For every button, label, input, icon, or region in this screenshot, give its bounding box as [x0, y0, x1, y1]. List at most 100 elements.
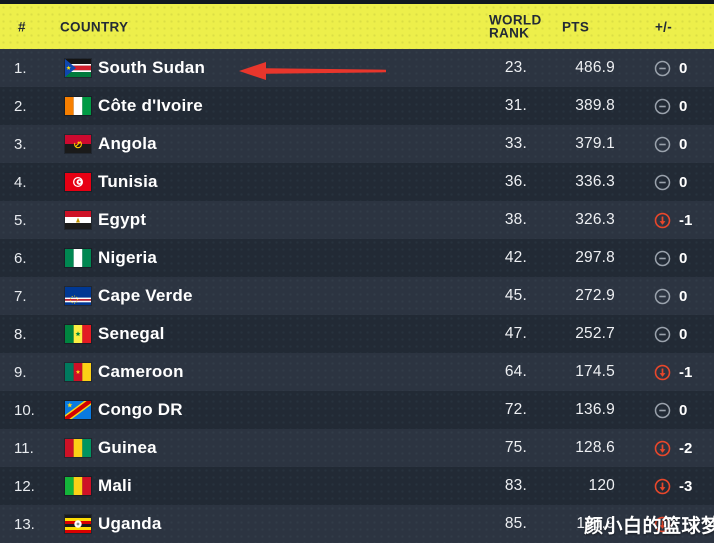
- country-name: Congo DR: [98, 400, 183, 419]
- rank-cell: 11.: [14, 439, 34, 457]
- change-value: 0: [679, 249, 688, 267]
- rank-same-circle-icon: [654, 136, 671, 153]
- change-cell: 0: [615, 288, 714, 305]
- watermark-text: 颜小白的篮球梦: [584, 516, 714, 537]
- flag-cote-divoire: [65, 97, 91, 115]
- flag-senegal: [65, 325, 91, 343]
- country-name: Guinea: [98, 438, 157, 457]
- country-cell: Egypt: [65, 210, 442, 230]
- pts-cell: 252.7: [575, 325, 615, 342]
- country-cell: Congo DR: [65, 400, 442, 420]
- table-row[interactable]: 1. South Sudan 23. 486.9 0: [0, 49, 714, 87]
- table-row[interactable]: 11. Guinea 75. 128.6 -2: [0, 429, 714, 467]
- table-row[interactable]: 7. Cape Verde 45. 272.9 0: [0, 277, 714, 315]
- rank-cell: 6.: [14, 249, 27, 267]
- table-row[interactable]: 6. Nigeria 42. 297.8 0: [0, 239, 714, 277]
- pts-cell: 128.6: [575, 439, 615, 456]
- country-cell: Tunisia: [65, 172, 442, 192]
- pts-cell: 326.3: [575, 211, 615, 228]
- rank-same-circle-icon: [654, 288, 671, 305]
- country-name: Uganda: [98, 514, 162, 533]
- table-row[interactable]: 13. Uganda 85. 118.9: [0, 505, 714, 543]
- pts-cell: 118.9: [576, 515, 615, 532]
- world-rank-cell: 64.: [504, 363, 527, 380]
- world-rank-cell: 31.: [504, 97, 527, 114]
- change-value: 0: [679, 97, 688, 115]
- column-header-world-rank: WORLD RANK: [489, 12, 542, 41]
- rank-same-circle-icon: [654, 326, 671, 343]
- change-value: 0: [679, 401, 688, 419]
- rank-cell: 4.: [14, 173, 27, 191]
- pts-cell: 389.8: [575, 97, 615, 114]
- country-name: Mali: [98, 476, 132, 495]
- rank-same-circle-icon: [654, 60, 671, 77]
- rank-same-circle-icon: [654, 250, 671, 267]
- world-rank-cell: 42.: [504, 249, 527, 266]
- table-row[interactable]: 5. Egypt 38. 326.3 -1: [0, 201, 714, 239]
- flag-congo-dr: [65, 401, 91, 419]
- rank-cell: 12.: [14, 477, 35, 495]
- world-rank-cell: 36.: [504, 173, 527, 190]
- table-row[interactable]: 3. Angola 33. 379.1 0: [0, 125, 714, 163]
- pts-cell: 174.5: [575, 363, 615, 380]
- table-row[interactable]: 9. Cameroon 64. 174.5 -1: [0, 353, 714, 391]
- pts-cell: 272.9: [575, 287, 615, 304]
- ranking-table-body: 1. South Sudan 23. 486.9 0 2. Côte d'Ivo…: [0, 49, 714, 543]
- rank-same-circle-icon: [654, 174, 671, 191]
- rank-cell: 7.: [14, 287, 27, 305]
- country-cell: South Sudan: [65, 58, 442, 78]
- table-row[interactable]: 8. Senegal 47. 252.7 0: [0, 315, 714, 353]
- country-cell: Guinea: [65, 438, 442, 458]
- country-cell: Côte d'Ivoire: [65, 96, 442, 116]
- country-cell: Senegal: [65, 324, 442, 344]
- country-name: Cameroon: [98, 362, 184, 381]
- country-name: South Sudan: [98, 58, 206, 77]
- country-name: Angola: [98, 134, 157, 153]
- change-cell: -2: [615, 440, 714, 457]
- rank-down-circle-icon: [654, 440, 671, 457]
- country-name: Senegal: [98, 324, 165, 343]
- rank-cell: 2.: [14, 97, 27, 115]
- world-rank-cell: 47.: [504, 325, 527, 342]
- country-cell: Cameroon: [65, 362, 442, 382]
- world-rank-cell: 72.: [504, 401, 527, 418]
- change-cell: 0: [615, 174, 714, 191]
- change-value: 0: [679, 325, 688, 343]
- change-value: 0: [679, 287, 688, 305]
- column-header-rank: #: [18, 18, 26, 34]
- rank-cell: 3.: [14, 135, 27, 153]
- flag-angola: [65, 135, 91, 153]
- table-row[interactable]: 10. Congo DR 72. 136.9 0: [0, 391, 714, 429]
- top-bar: [0, 0, 714, 4]
- rank-down-circle-icon: [654, 516, 671, 533]
- country-cell: Uganda: [65, 514, 442, 534]
- table-row[interactable]: 2. Côte d'Ivoire 31. 389.8 0: [0, 87, 714, 125]
- change-value: -2: [679, 439, 693, 457]
- change-cell: -1: [615, 212, 714, 229]
- flag-cameroon: [65, 363, 91, 381]
- country-name: Côte d'Ivoire: [98, 96, 203, 115]
- rank-cell: 5.: [14, 211, 27, 229]
- change-cell: -1: [615, 364, 714, 381]
- flag-south-sudan: [65, 59, 91, 77]
- rank-cell: 9.: [14, 363, 27, 381]
- table-row[interactable]: 12. Mali 83. 120 -3: [0, 467, 714, 505]
- change-value: -3: [679, 477, 693, 495]
- rank-cell: 10.: [14, 401, 35, 419]
- rank-down-circle-icon: [654, 212, 671, 229]
- change-cell: 0: [615, 98, 714, 115]
- change-value: 0: [679, 135, 688, 153]
- change-cell: 0: [615, 136, 714, 153]
- world-rank-cell: 75.: [504, 439, 527, 456]
- world-rank-cell: 45.: [504, 287, 527, 304]
- column-header-country: COUNTRY: [60, 18, 129, 34]
- world-rank-cell: 33.: [504, 135, 527, 152]
- world-rank-cell: 83.: [504, 477, 527, 494]
- table-row[interactable]: 4. Tunisia 36. 336.3 0: [0, 163, 714, 201]
- country-cell: Cape Verde: [65, 286, 442, 306]
- pts-cell: 379.1: [575, 135, 615, 152]
- rank-down-circle-icon: [654, 478, 671, 495]
- table-header: # COUNTRY WORLD RANK PTS +/-: [0, 4, 714, 49]
- country-cell: Nigeria: [65, 248, 442, 268]
- pts-cell: 136.9: [575, 401, 615, 418]
